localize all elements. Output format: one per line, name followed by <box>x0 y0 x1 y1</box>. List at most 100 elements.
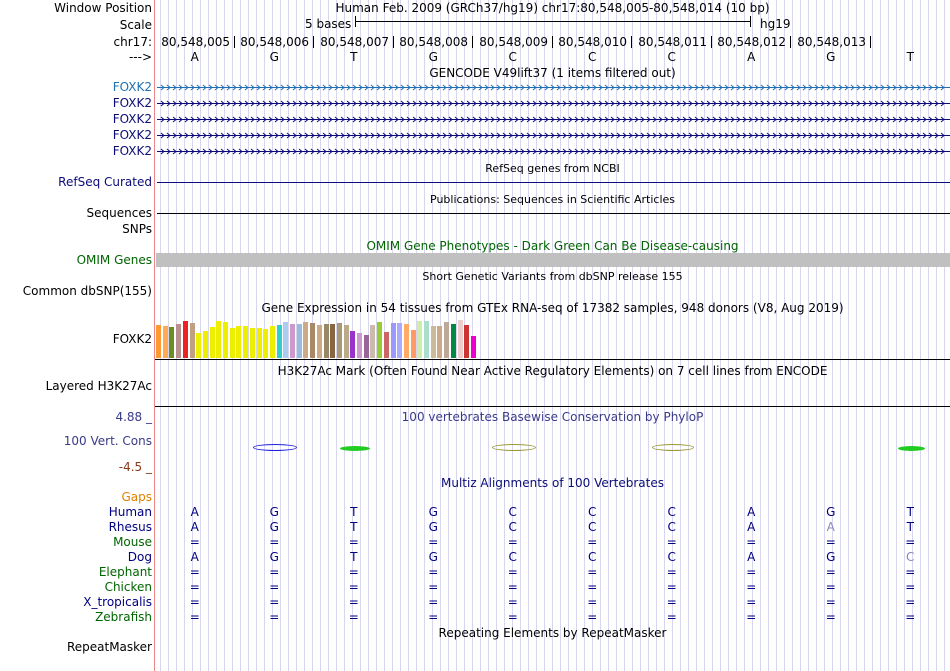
gtex-tissue-bar[interactable] <box>336 323 342 358</box>
omim-label[interactable]: OMIM Genes <box>76 253 152 267</box>
gtex-tissue-bar[interactable] <box>196 333 202 358</box>
gencode-transcript-label[interactable]: FOXK2 <box>112 128 152 142</box>
gtex-tissue-bar[interactable] <box>249 328 255 358</box>
sequences-line[interactable] <box>157 213 950 214</box>
gencode-transcript-line[interactable] <box>157 130 950 141</box>
position-label[interactable]: 80,548,005 <box>161 35 230 49</box>
species-label[interactable]: Rhesus <box>108 520 152 534</box>
gtex-tissue-bar[interactable] <box>202 331 208 358</box>
cons-label[interactable]: 100 Vert. Cons <box>63 434 152 448</box>
omim-track-title[interactable]: OMIM Gene Phenotypes - Dark Green Can Be… <box>366 239 739 253</box>
gtex-tissue-bar[interactable] <box>444 322 450 358</box>
gtex-tissue-bar[interactable] <box>156 325 161 358</box>
position-label[interactable]: 80,548,009 <box>479 35 548 49</box>
window-position-value[interactable]: Human Feb. 2009 (GRCh37/hg19) chr17:80,5… <box>335 1 770 15</box>
gencode-transcript-label[interactable]: FOXK2 <box>112 96 152 110</box>
gtex-tissue-bar[interactable] <box>290 324 295 358</box>
sequences-label[interactable]: Sequences <box>86 206 152 220</box>
gtex-tissue-bar[interactable] <box>256 328 262 358</box>
gtex-tissue-bar[interactable] <box>357 333 362 358</box>
gtex-tissue-bar[interactable] <box>450 324 456 358</box>
gtex-tissue-bar[interactable] <box>223 322 228 358</box>
gtex-tissue-bar[interactable] <box>383 332 389 358</box>
conservation-mark[interactable] <box>491 444 536 451</box>
gtex-tissue-bar[interactable] <box>303 322 309 358</box>
gtex-tissue-bar[interactable] <box>236 326 242 358</box>
gtex-tissue-bar[interactable] <box>323 324 329 358</box>
gtex-tissue-bar[interactable] <box>410 330 416 358</box>
repeatmasker-label[interactable]: RepeatMasker <box>66 640 152 654</box>
gtex-tissue-bar[interactable] <box>437 326 443 358</box>
gtex-tissue-bar[interactable] <box>276 325 282 358</box>
publications-track-title[interactable]: Publications: Sequences in Scientific Ar… <box>430 193 675 206</box>
species-label[interactable]: Human <box>108 505 152 519</box>
dbsnp-label[interactable]: Common dbSNP(155) <box>22 284 152 298</box>
gtex-tissue-bar[interactable] <box>269 326 275 358</box>
gtex-tissue-bar[interactable] <box>350 331 356 358</box>
gtex-tissue-bar[interactable] <box>430 326 436 358</box>
gtex-tissue-bar[interactable] <box>310 323 316 358</box>
gtex-track-title[interactable]: Gene Expression in 54 tissues from GTEx … <box>261 301 844 315</box>
species-label[interactable]: Dog <box>127 550 152 564</box>
species-label[interactable]: Chicken <box>104 580 152 594</box>
dbsnp-track-title[interactable]: Short Genetic Variants from dbSNP releas… <box>422 270 683 283</box>
multiz-track-title[interactable]: Multiz Alignments of 100 Vertebrates <box>440 476 665 490</box>
gtex-tissue-bar[interactable] <box>417 321 423 358</box>
gencode-transcript-line[interactable] <box>157 114 950 125</box>
gtex-tissue-bar[interactable] <box>390 323 396 358</box>
gencode-transcript-label[interactable]: FOXK2 <box>112 112 152 126</box>
gtex-tissue-bar[interactable] <box>283 322 289 358</box>
gtex-tissue-bar[interactable] <box>424 321 429 358</box>
gtex-tissue-bar[interactable] <box>343 325 349 358</box>
gtex-tissue-bar[interactable] <box>189 323 195 358</box>
omim-gene-bar[interactable] <box>156 253 950 267</box>
refseq-gene-line[interactable] <box>157 182 950 183</box>
gtex-tissue-bar[interactable] <box>363 335 369 358</box>
species-label[interactable]: Elephant <box>98 565 152 579</box>
repeatmasker-track-title[interactable]: Repeating Elements by RepeatMasker <box>438 626 667 640</box>
gtex-tissue-bar[interactable] <box>397 323 403 358</box>
gtex-tissue-bar[interactable] <box>470 336 476 358</box>
gtex-gene-label[interactable]: FOXK2 <box>112 332 152 346</box>
gencode-transcript-line[interactable] <box>157 82 950 93</box>
position-label[interactable]: 80,548,013 <box>797 35 866 49</box>
gtex-tissue-bar[interactable] <box>263 329 269 358</box>
gaps-label[interactable]: Gaps <box>121 490 152 504</box>
conservation-mark[interactable] <box>253 444 298 451</box>
gencode-transcript-line[interactable] <box>157 146 950 157</box>
conservation-mark[interactable] <box>897 446 925 451</box>
gtex-tissue-bar[interactable] <box>403 324 409 358</box>
gtex-tissue-bar[interactable] <box>464 325 470 358</box>
gtex-tissue-bar[interactable] <box>377 322 383 358</box>
h3k27ac-track-title[interactable]: H3K27Ac Mark (Often Found Near Active Re… <box>277 364 828 378</box>
gtex-tissue-bar[interactable] <box>216 321 222 358</box>
gtex-tissue-bar[interactable] <box>370 325 376 358</box>
position-label[interactable]: 80,548,006 <box>240 35 309 49</box>
gtex-tissue-bar[interactable] <box>162 326 168 358</box>
h3k27ac-label[interactable]: Layered H3K27Ac <box>45 379 152 393</box>
species-label[interactable]: Mouse <box>113 535 152 549</box>
gtex-tissue-bar[interactable] <box>316 325 322 358</box>
gencode-track-title[interactable]: GENCODE V49lift37 (1 items filtered out) <box>429 66 676 80</box>
gencode-transcript-line[interactable] <box>157 98 950 109</box>
position-label[interactable]: 80,548,012 <box>717 35 786 49</box>
species-label[interactable]: X_tropicalis <box>83 595 152 609</box>
position-label[interactable]: 80,548,010 <box>558 35 627 49</box>
conservation-mark[interactable] <box>339 446 370 451</box>
refseq-track-title[interactable]: RefSeq genes from NCBI <box>485 162 620 175</box>
gtex-tissue-bar[interactable] <box>296 324 302 358</box>
position-label[interactable]: 80,548,007 <box>320 35 389 49</box>
gtex-tissue-bar[interactable] <box>176 324 182 358</box>
gtex-tissue-bar[interactable] <box>209 327 215 358</box>
gtex-tissue-bar[interactable] <box>243 326 249 358</box>
gencode-transcript-label[interactable]: FOXK2 <box>112 144 152 158</box>
species-label[interactable]: Zebrafish <box>95 610 152 624</box>
conservation-mark[interactable] <box>651 444 694 451</box>
refseq-label[interactable]: RefSeq Curated <box>58 175 152 189</box>
gtex-expression-chart[interactable] <box>156 318 536 358</box>
snps-label[interactable]: SNPs <box>122 222 152 236</box>
position-label[interactable]: 80,548,008 <box>399 35 468 49</box>
gtex-tissue-bar[interactable] <box>330 324 336 358</box>
gtex-tissue-bar[interactable] <box>457 320 463 358</box>
gencode-transcript-label[interactable]: FOXK2 <box>112 80 152 94</box>
